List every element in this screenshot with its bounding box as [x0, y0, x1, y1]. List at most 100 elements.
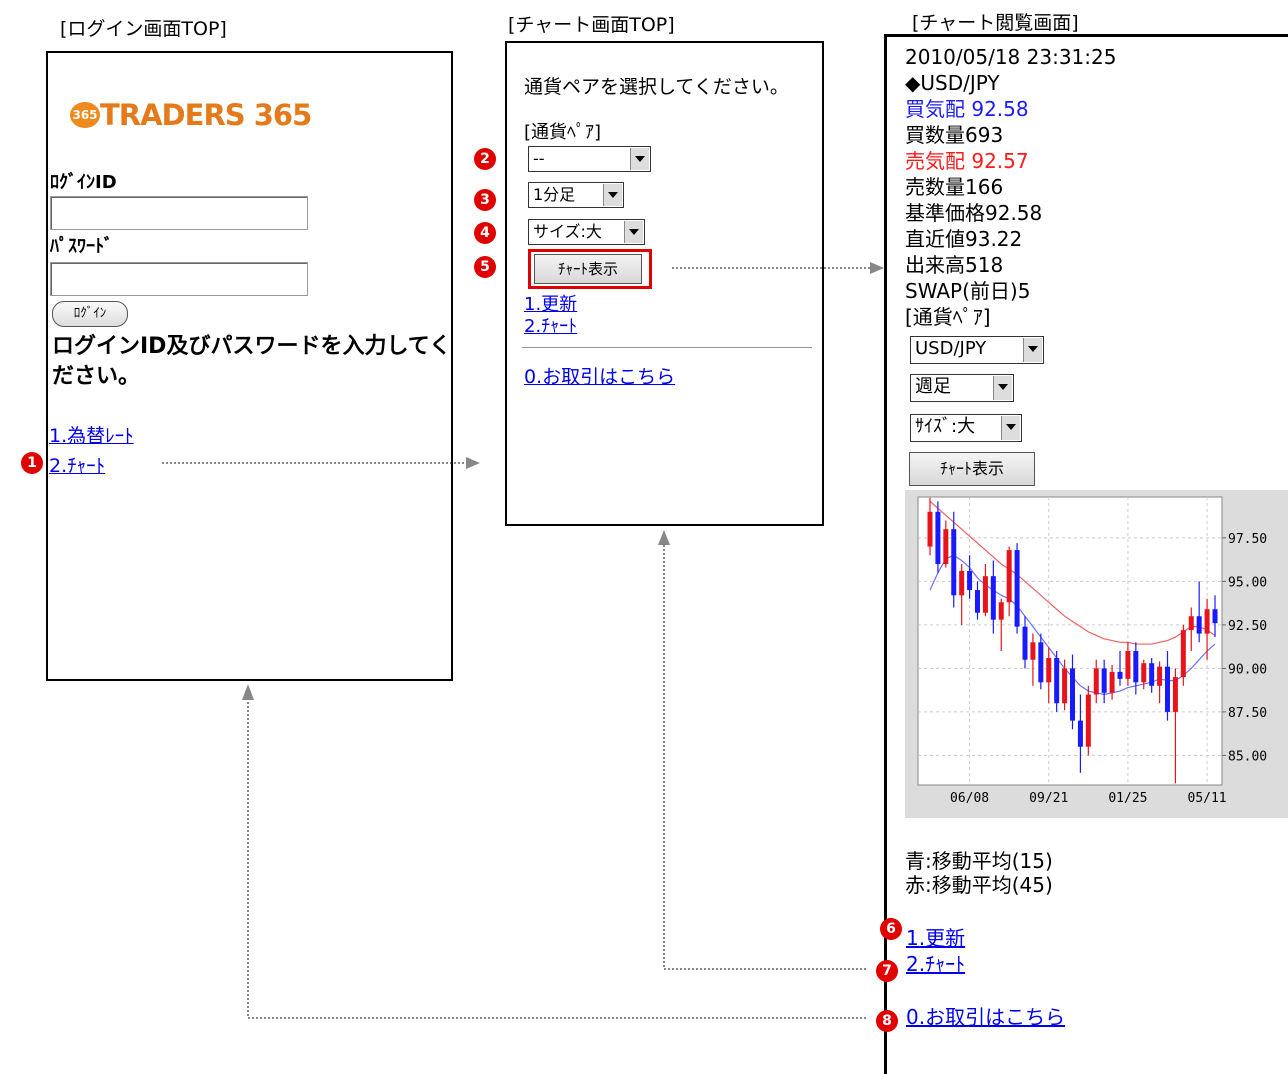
candle-body [1196, 616, 1202, 634]
divider [522, 347, 812, 348]
y-tick-label: 87.50 [1228, 706, 1267, 721]
candle-body [1109, 671, 1115, 693]
candle-body [1046, 657, 1052, 683]
y-tick-label: 95.00 [1228, 575, 1267, 590]
quote-line: [通貨ﾍﾟｱ] [905, 305, 991, 329]
quote-line: ◆USD/JPY [905, 71, 1000, 95]
candle-body [1125, 651, 1131, 679]
legend-entry: 青:移動平均(15) [905, 849, 1053, 873]
candle-body [967, 570, 973, 591]
id-label: ﾛｸﾞｲﾝID [50, 172, 117, 193]
link[interactable]: 2.ﾁｬｰﾄ [524, 316, 578, 337]
link[interactable]: 2.ﾁｬｰﾄ [906, 952, 966, 976]
x-tick-label: 09/21 [1029, 791, 1068, 806]
select-text: ｻｲｽﾞ:大 [915, 416, 976, 437]
x-tick-label: 05/11 [1188, 791, 1227, 806]
candle-body [998, 602, 1004, 620]
candle-body [1133, 651, 1139, 683]
link[interactable]: 1.為替ﾚｰﾄ [49, 425, 134, 447]
candle-body [1101, 668, 1107, 693]
pair-label: [通貨ﾍﾟｱ] [524, 122, 602, 143]
login-button[interactable]: ﾛｸﾞｲﾝ [52, 301, 128, 327]
quote-line: 買気配 92.58 [905, 97, 1029, 121]
link[interactable]: 1.更新 [906, 926, 966, 950]
candle-body [1014, 550, 1020, 627]
quote-line: 2010/05/18 23:31:25 [905, 45, 1117, 69]
candle-body [1070, 668, 1075, 721]
quote-line: 基準価格92.58 [905, 201, 1043, 225]
candle-body [951, 529, 957, 596]
quote-line: 出来高518 [905, 253, 1004, 277]
candle-body [943, 529, 949, 564]
candle-body [1006, 550, 1012, 603]
plot-area [917, 496, 1223, 786]
highlight [528, 249, 652, 289]
select[interactable]: USD/JPY [910, 336, 1044, 364]
chart-view-screen [884, 34, 1288, 1074]
candle-body [1038, 642, 1044, 683]
candle-body [1030, 642, 1036, 660]
select[interactable]: サイズ:大 [528, 219, 645, 245]
candle-body [927, 511, 933, 547]
candle-body [1165, 666, 1170, 712]
select[interactable]: 1分足 [528, 182, 624, 208]
login-message: ログインID及びパスワードを入力してください。 [52, 334, 452, 389]
badge: 5 [474, 256, 496, 278]
badge: 4 [474, 222, 496, 244]
screen-title: [チャート画面TOP] [508, 14, 675, 36]
select-text: サイズ:大 [533, 222, 602, 241]
quote-line: SWAP(前日)5 [905, 279, 1031, 303]
id-input[interactable] [50, 196, 308, 230]
quote-line: 直近値93.22 [905, 227, 1023, 251]
badge: 7 [876, 960, 898, 982]
select[interactable]: ｻｲｽﾞ:大 [910, 414, 1022, 442]
candle-body [982, 576, 988, 613]
candle-body [959, 570, 965, 596]
candle-body [1188, 616, 1194, 631]
password-input[interactable] [50, 262, 308, 296]
badge: 2 [474, 148, 496, 170]
select[interactable]: 週足 [910, 374, 1014, 402]
quote-lines: 2010/05/18 23:31:25 ◆USD/JPY 買気配 92.58 買数量6… [905, 44, 1116, 330]
candle-body [1062, 668, 1068, 704]
quote-line: 買数量693 [905, 123, 1004, 147]
candle-body [1180, 630, 1186, 678]
candle-body [1117, 671, 1123, 679]
select-text: -- [533, 149, 545, 168]
select-text: USD/JPY [915, 338, 987, 359]
x-tick-label: 06/08 [950, 791, 989, 806]
link[interactable]: 2.ﾁｬｰﾄ [49, 455, 106, 477]
prompt: 通貨ペアを選択してください。 [524, 76, 789, 98]
moving-average [929, 500, 1216, 645]
candle-body [1054, 657, 1060, 704]
badge: 6 [880, 918, 902, 940]
candle-body [1085, 694, 1091, 747]
y-tick-label: 97.50 [1228, 532, 1267, 547]
password-label: ﾊﾟｽﾜｰﾄﾞ [50, 236, 113, 257]
candlestick-chart: 97.50 95.00 92.50 90.00 87.50 85.00 06/08 09/21… [905, 490, 1288, 818]
candle-body [1212, 609, 1218, 624]
badge: 1 [21, 452, 43, 474]
quote-line: 売気配 92.57 [905, 149, 1029, 173]
link[interactable]: 0.お取引はこちら [524, 366, 676, 388]
y-tick-label: 90.00 [1228, 662, 1267, 677]
badge: 8 [876, 1010, 898, 1032]
candle-body [1077, 720, 1083, 747]
login-screen [46, 51, 453, 681]
select-text: 週足 [915, 376, 951, 397]
chart-button[interactable]: ﾁｬｰﾄ表示 [909, 452, 1035, 486]
chart-button[interactable]: ﾁｬｰﾄ表示 [534, 254, 642, 284]
select[interactable]: -- [528, 146, 651, 172]
candle-body [1172, 677, 1178, 712]
y-tick-label: 92.50 [1228, 619, 1267, 634]
quote-line: 売数量166 [905, 175, 1004, 199]
candle-body [1149, 663, 1155, 686]
candle-body [990, 576, 996, 620]
candle-body [975, 590, 980, 613]
logo-icon: 365 [70, 102, 100, 128]
badge: 3 [474, 189, 496, 211]
link[interactable]: 0.お取引はこちら [906, 1005, 1066, 1029]
link[interactable]: 1.更新 [524, 294, 578, 315]
